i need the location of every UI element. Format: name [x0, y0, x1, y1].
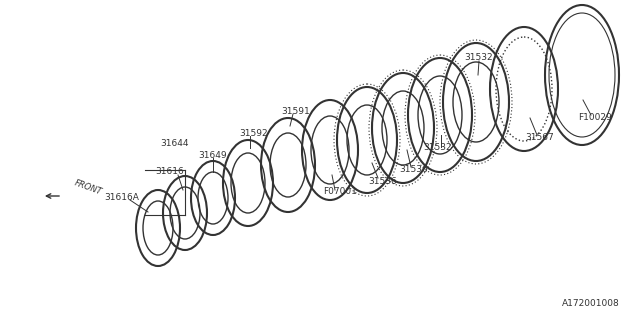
Text: 31567: 31567	[525, 133, 554, 142]
Text: F07001: F07001	[323, 188, 357, 196]
Text: 31532: 31532	[424, 142, 452, 151]
Text: 31649: 31649	[198, 150, 227, 159]
Text: 31532: 31532	[465, 53, 493, 62]
Text: 31591: 31591	[282, 107, 310, 116]
Text: 31592: 31592	[240, 129, 268, 138]
Text: FRONT: FRONT	[73, 179, 103, 197]
Text: 31536: 31536	[399, 164, 428, 173]
Text: 31616: 31616	[156, 167, 184, 177]
Text: A172001008: A172001008	[563, 299, 620, 308]
Text: F10029: F10029	[578, 114, 612, 123]
Text: 31536: 31536	[369, 177, 397, 186]
Text: 31644: 31644	[161, 139, 189, 148]
Text: 31616A: 31616A	[104, 194, 140, 203]
